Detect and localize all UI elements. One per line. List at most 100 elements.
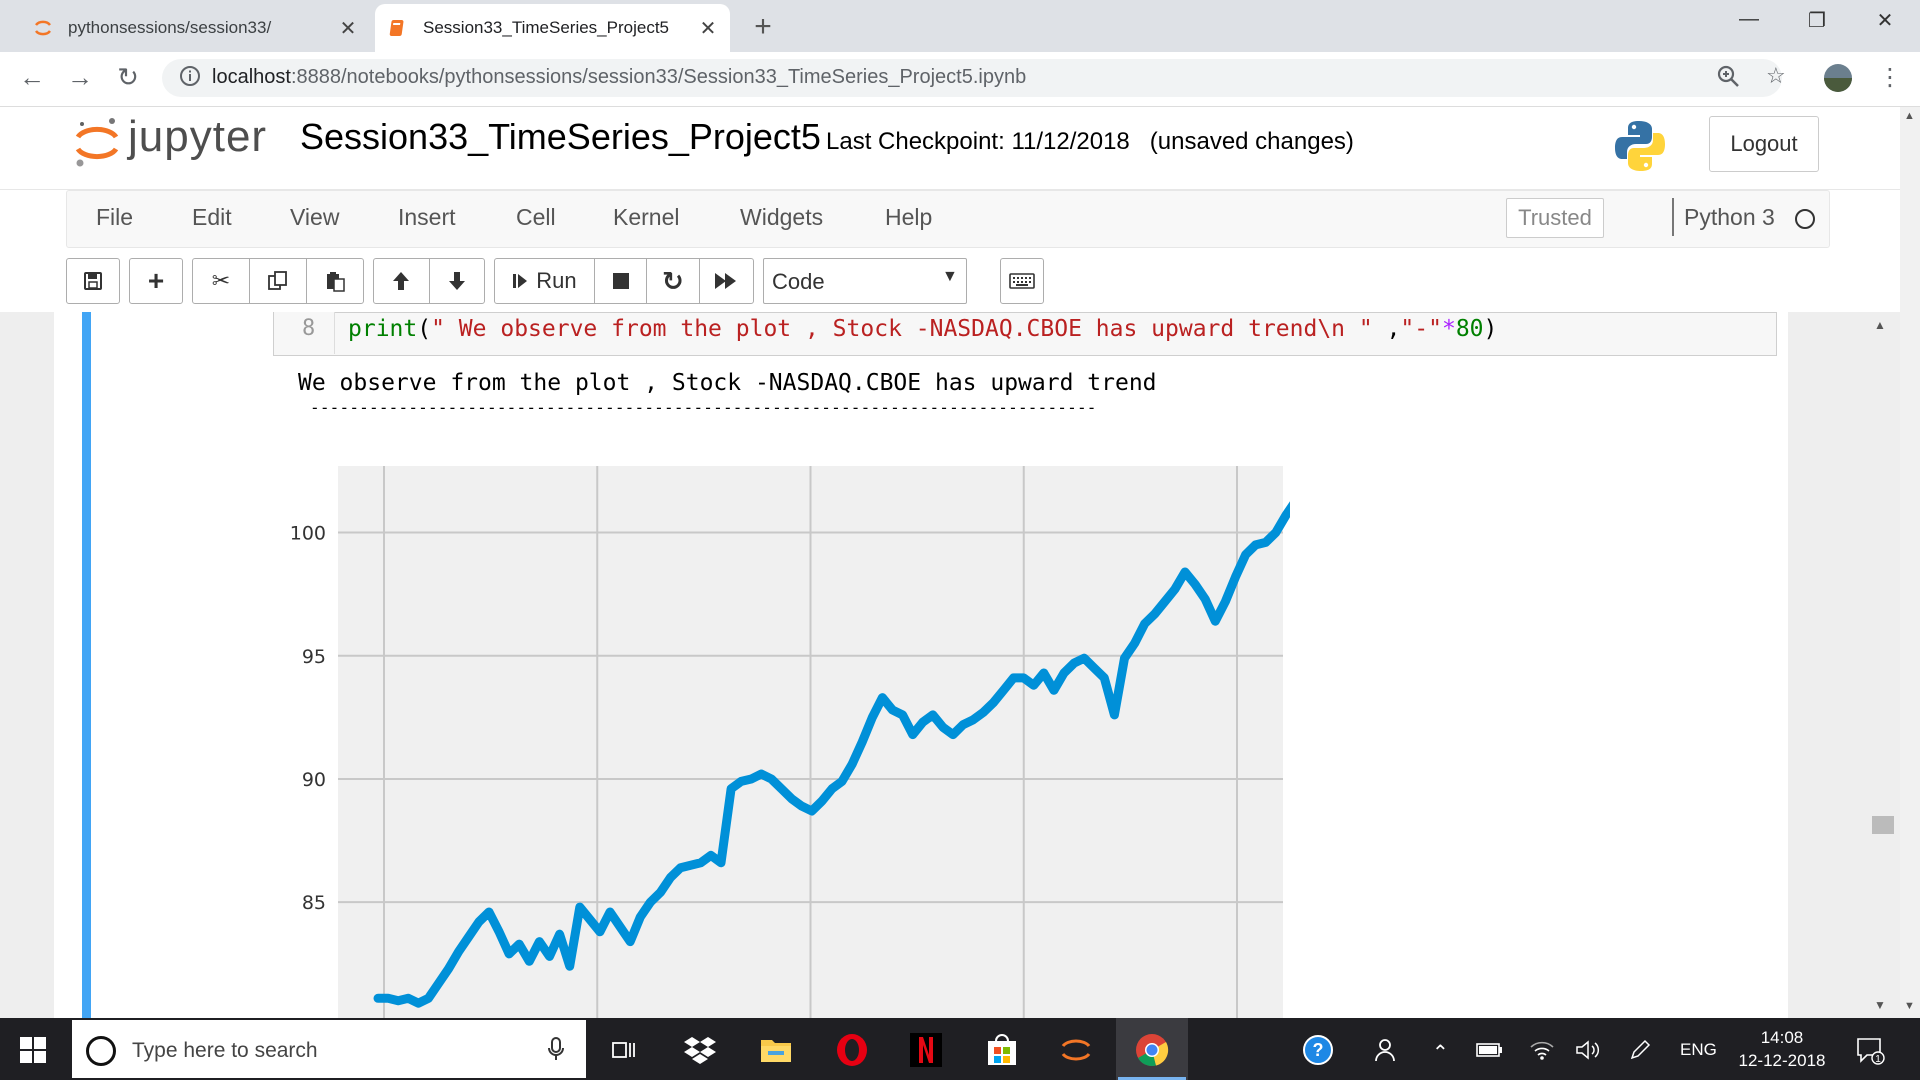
jupyter-header [0, 107, 1920, 190]
file-explorer-icon[interactable] [754, 1030, 798, 1070]
paste-icon [327, 272, 345, 292]
arrow-up-icon [393, 272, 410, 290]
interrupt-button[interactable] [595, 259, 648, 303]
copy-button[interactable] [250, 259, 307, 303]
tab-notebook[interactable]: Session33_TimeSeries_Project5 ✕ [375, 4, 730, 52]
menu-cell[interactable]: Cell [516, 204, 556, 230]
code-line[interactable]: print(" We observe from the plot , Stock… [348, 316, 1498, 342]
scissors-icon: ✂ [211, 268, 231, 293]
tab-close-icon[interactable]: ✕ [699, 17, 717, 40]
y-tick-label: 90 [302, 769, 326, 791]
menu-view[interactable]: View [290, 204, 340, 230]
toolbar-insert-group: + [129, 258, 183, 304]
run-button[interactable]: Run [495, 259, 595, 303]
clock-time: 14:08 [1760, 1028, 1804, 1047]
scroll-down-icon[interactable]: ▼ [1904, 1000, 1915, 1012]
taskbar-search-box[interactable] [72, 1020, 586, 1078]
tab-title: Session33_TimeSeries_Project5 [423, 18, 669, 37]
line-number: 8 [302, 316, 316, 341]
series-line [373, 501, 1290, 1008]
jupyter-favicon-icon [32, 17, 54, 39]
restore-icon[interactable]: ❐ [1808, 10, 1826, 32]
notifications-icon[interactable]: 1 [1848, 1030, 1892, 1070]
copy-icon [268, 271, 287, 290]
store-icon[interactable] [980, 1030, 1024, 1070]
paste-button[interactable] [307, 259, 363, 303]
new-tab-button[interactable]: + [754, 10, 772, 43]
microphone-icon[interactable] [546, 1036, 566, 1067]
site-info-icon[interactable] [178, 64, 202, 88]
command-palette-button[interactable] [1001, 259, 1043, 303]
move-down-button[interactable] [430, 259, 485, 303]
notebook-scroll-down-icon[interactable]: ▼ [1874, 998, 1886, 1012]
language-indicator[interactable]: ENG [1680, 1040, 1717, 1059]
notebook-scroll-up-icon[interactable]: ▲ [1874, 318, 1886, 332]
taskbar-search-placeholder: Type here to search [132, 1039, 318, 1062]
volume-icon[interactable] [1566, 1030, 1610, 1070]
trusted-indicator[interactable]: Trusted [1506, 198, 1604, 238]
menu-kernel[interactable]: Kernel [613, 204, 680, 230]
fast-forward-icon [715, 273, 737, 289]
menu-insert[interactable]: Insert [398, 204, 456, 230]
stop-icon [612, 273, 629, 289]
notebook-title[interactable]: Session33_TimeSeries_Project5 [300, 116, 821, 157]
scroll-up-icon[interactable]: ▲ [1904, 110, 1915, 122]
forward-icon[interactable]: → [67, 62, 93, 92]
start-windows-icon[interactable] [20, 1037, 46, 1068]
save-button[interactable] [67, 259, 119, 303]
restart-button[interactable]: ↻ [647, 259, 700, 303]
pen-icon[interactable] [1618, 1030, 1662, 1070]
opera-icon[interactable] [830, 1030, 874, 1070]
y-tick-labels: 85 90 95 100 [290, 523, 326, 915]
toolbar-save-group [66, 258, 120, 304]
url-input[interactable] [162, 59, 1782, 97]
menu-help[interactable]: Help [885, 204, 933, 230]
logout-button[interactable]: Logout [1709, 116, 1819, 172]
dropbox-icon[interactable] [678, 1030, 722, 1070]
jupyter-taskbar-icon[interactable] [1054, 1030, 1098, 1070]
menu-widgets[interactable]: Widgets [740, 204, 824, 230]
menu-edit[interactable]: Edit [192, 204, 232, 230]
insert-cell-button[interactable]: + [130, 259, 182, 303]
kernel-name[interactable]: Python 3 [1684, 204, 1775, 230]
tab-pythonsessions[interactable]: pythonsessions/session33/ ✕ [20, 4, 370, 52]
notebook-favicon-icon [387, 17, 409, 39]
minimize-icon[interactable]: — [1739, 8, 1759, 30]
bookmark-star-icon[interactable]: ☆ [1766, 63, 1786, 88]
cut-button[interactable]: ✂ [193, 259, 250, 303]
tab-close-icon[interactable]: ✕ [339, 17, 357, 40]
reload-icon[interactable]: ↻ [117, 62, 139, 92]
move-up-button[interactable] [374, 259, 430, 303]
browser-menu-icon[interactable]: ⋮ [1878, 64, 1902, 91]
wifi-icon[interactable] [1520, 1030, 1564, 1070]
y-tick-label: 85 [302, 892, 326, 914]
netflix-icon[interactable] [904, 1030, 948, 1070]
zoom-icon[interactable] [1716, 64, 1742, 95]
jupyter-logo-text[interactable]: jupyter [128, 112, 268, 161]
menu-file[interactable]: File [96, 204, 134, 230]
close-window-icon[interactable]: ✕ [1876, 10, 1894, 32]
code-cell-input[interactable] [273, 312, 1777, 356]
clock[interactable]: 14:08 12-12-2018 [1730, 1026, 1834, 1072]
toolbar-run-group: Run ↻ [494, 258, 754, 304]
profile-avatar[interactable] [1824, 64, 1852, 92]
help-icon[interactable]: ? [1296, 1030, 1340, 1070]
toolbar-move-group [373, 258, 485, 304]
task-view-icon[interactable] [602, 1030, 646, 1070]
cell-output-text: We observe from the plot , Stock -NASDAQ… [298, 370, 1157, 396]
back-icon[interactable]: ← [19, 62, 45, 92]
chevron-up-icon[interactable]: ⌃ [1432, 1042, 1449, 1064]
cortana-icon [86, 1036, 116, 1066]
clock-date: 12-12-2018 [1738, 1051, 1826, 1070]
cell-type-select[interactable] [763, 258, 967, 304]
cell-type-value: Code [772, 269, 825, 294]
page-scrollbar[interactable] [1900, 107, 1920, 1018]
tab-title: pythonsessions/session33/ [68, 18, 272, 37]
notebook-scroll-thumb[interactable] [1872, 816, 1894, 834]
chrome-icon[interactable] [1130, 1030, 1174, 1070]
restart-run-all-button[interactable] [700, 259, 753, 303]
svg-text:?: ? [1313, 1040, 1324, 1060]
people-icon[interactable] [1362, 1030, 1406, 1070]
jupyter-logo-icon[interactable] [72, 115, 122, 176]
battery-icon[interactable] [1468, 1030, 1512, 1070]
